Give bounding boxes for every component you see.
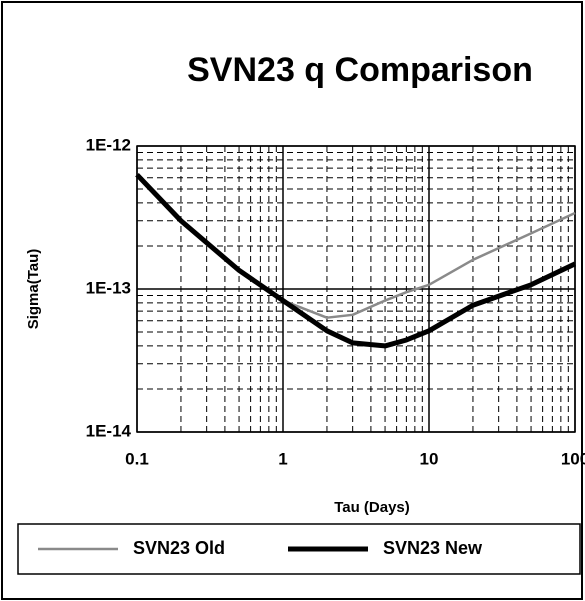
x-tick-label: 1	[278, 449, 287, 468]
x-tick-label: 0.1	[125, 449, 149, 468]
y-axis-label: Sigma(Tau)	[25, 249, 42, 330]
legend-label: SVN23 Old	[133, 538, 225, 558]
x-tick-label: 10	[420, 449, 439, 468]
x-axis-label: Tau (Days)	[334, 499, 410, 516]
legend-label: SVN23 New	[383, 538, 483, 558]
y-tick-label: 1E-12	[86, 135, 131, 154]
chart-title: SVN23 q Comparison	[187, 51, 533, 89]
y-tick-label: 1E-14	[86, 421, 132, 440]
plot-border	[136, 145, 576, 433]
legend-box	[17, 523, 581, 575]
x-tick-label: 100	[561, 449, 585, 468]
series-line	[135, 172, 577, 349]
y-tick-label: 1E-13	[86, 278, 131, 297]
